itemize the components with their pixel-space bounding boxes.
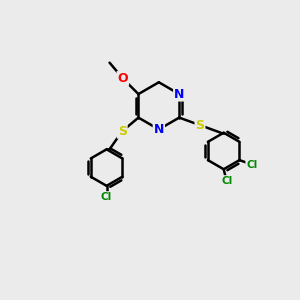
Text: O: O — [118, 72, 128, 85]
Text: N: N — [154, 123, 164, 136]
Text: S: S — [118, 125, 127, 138]
Text: Cl: Cl — [101, 192, 112, 202]
Text: Cl: Cl — [221, 176, 232, 186]
Text: S: S — [196, 119, 205, 132]
Text: N: N — [174, 88, 184, 100]
Text: Cl: Cl — [246, 160, 257, 170]
